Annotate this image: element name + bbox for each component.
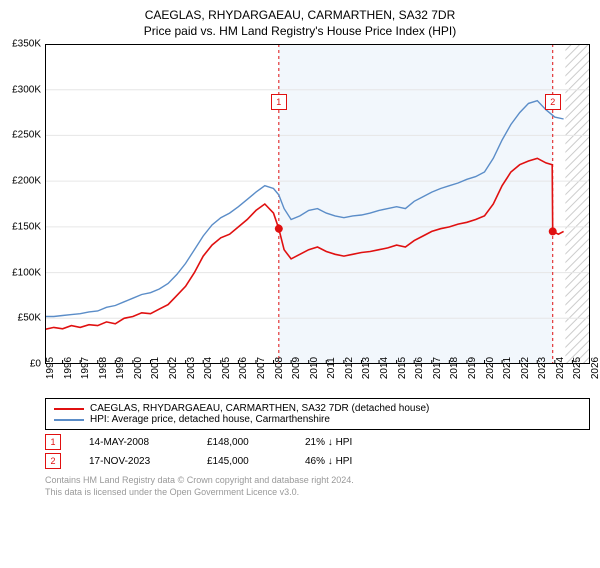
x-axis-label: 2008 xyxy=(274,357,285,379)
x-axis-label: 2025 xyxy=(572,357,583,379)
x-axis-label: 2017 xyxy=(432,357,443,379)
x-axis-label: 2011 xyxy=(326,357,337,379)
x-axis-label: 2016 xyxy=(414,357,425,379)
y-axis-label: £150K xyxy=(12,221,41,232)
x-axis-label: 2022 xyxy=(520,357,531,379)
y-axis-label: £50K xyxy=(18,313,41,324)
x-axis-label: 2012 xyxy=(344,357,355,379)
footer-line1: Contains HM Land Registry data © Crown c… xyxy=(45,475,590,487)
chart-plot-area: £0£50K£100K£150K£200K£250K£300K£350K 199… xyxy=(45,44,590,364)
x-axis-label: 2019 xyxy=(467,357,478,379)
y-axis-label: £100K xyxy=(12,267,41,278)
y-axis-label: £350K xyxy=(12,39,41,50)
footer-attribution: Contains HM Land Registry data © Crown c… xyxy=(45,475,590,498)
transaction-date: 14-MAY-2008 xyxy=(89,437,179,448)
chart-container: CAEGLAS, RHYDARGAEAU, CARMARTHEN, SA32 7… xyxy=(0,8,600,568)
legend-swatch xyxy=(54,408,84,410)
transaction-row: 2 17-NOV-2023 £145,000 46% ↓ HPI xyxy=(45,453,590,469)
legend-item: CAEGLAS, RHYDARGAEAU, CARMARTHEN, SA32 7… xyxy=(54,403,581,414)
footer-line2: This data is licensed under the Open Gov… xyxy=(45,487,590,499)
legend-label: HPI: Average price, detached house, Carm… xyxy=(90,414,330,425)
legend-label: CAEGLAS, RHYDARGAEAU, CARMARTHEN, SA32 7… xyxy=(90,403,429,414)
x-axis-label: 2024 xyxy=(555,357,566,379)
x-axis-label: 2001 xyxy=(150,357,161,379)
transaction-delta: 46% ↓ HPI xyxy=(305,456,352,467)
x-axis-label: 2000 xyxy=(133,357,144,379)
transaction-table: 1 14-MAY-2008 £148,000 21% ↓ HPI 2 17-NOV-202… xyxy=(45,434,590,469)
y-axis-label: £300K xyxy=(12,84,41,95)
x-axis-label: 2020 xyxy=(485,357,496,379)
x-axis-label: 2004 xyxy=(203,357,214,379)
transaction-marker-box: 2 xyxy=(45,453,61,469)
legend: CAEGLAS, RHYDARGAEAU, CARMARTHEN, SA32 7… xyxy=(45,398,590,430)
transaction-marker: 1 xyxy=(271,94,287,110)
chart-title-address: CAEGLAS, RHYDARGAEAU, CARMARTHEN, SA32 7… xyxy=(0,8,600,22)
y-axis-label: £250K xyxy=(12,130,41,141)
legend-swatch xyxy=(54,419,84,421)
x-axis-label: 2007 xyxy=(256,357,267,379)
transaction-marker-box: 1 xyxy=(45,434,61,450)
transaction-row: 1 14-MAY-2008 £148,000 21% ↓ HPI xyxy=(45,434,590,450)
x-axis-label: 1997 xyxy=(80,357,91,379)
x-axis-label: 2026 xyxy=(590,357,600,379)
transaction-price: £148,000 xyxy=(207,437,277,448)
chart-title-sub: Price paid vs. HM Land Registry's House … xyxy=(0,24,600,38)
x-axis-label: 1999 xyxy=(115,357,126,379)
transaction-date: 17-NOV-2023 xyxy=(89,456,179,467)
x-axis-label: 2002 xyxy=(168,357,179,379)
x-axis-label: 1998 xyxy=(98,357,109,379)
y-axis-label: £0 xyxy=(30,359,41,370)
x-axis-label: 2018 xyxy=(449,357,460,379)
x-axis-label: 1996 xyxy=(63,357,74,379)
x-axis-label: 2010 xyxy=(309,357,320,379)
x-axis-label: 2023 xyxy=(537,357,548,379)
transaction-price: £145,000 xyxy=(207,456,277,467)
x-axis-label: 2006 xyxy=(238,357,249,379)
transaction-marker: 2 xyxy=(545,94,561,110)
x-axis-label: 2021 xyxy=(502,357,513,379)
x-axis-label: 1995 xyxy=(45,357,56,379)
x-axis-label: 2005 xyxy=(221,357,232,379)
y-axis-label: £200K xyxy=(12,176,41,187)
x-axis-label: 2013 xyxy=(361,357,372,379)
x-axis-label: 2014 xyxy=(379,357,390,379)
x-axis-label: 2003 xyxy=(186,357,197,379)
x-axis-label: 2015 xyxy=(397,357,408,379)
legend-item: HPI: Average price, detached house, Carm… xyxy=(54,414,581,425)
transaction-delta: 21% ↓ HPI xyxy=(305,437,352,448)
price-chart xyxy=(45,44,590,364)
x-axis-label: 2009 xyxy=(291,357,302,379)
